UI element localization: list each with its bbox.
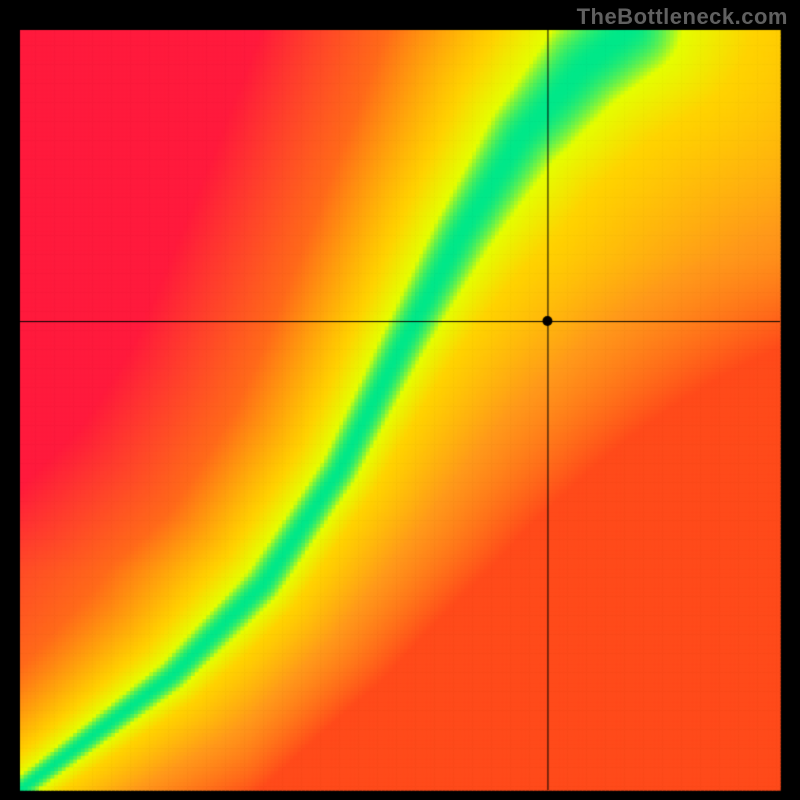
chart-container: TheBottleneck.com <box>0 0 800 800</box>
bottleneck-heatmap <box>0 0 800 800</box>
watermark-text: TheBottleneck.com <box>577 4 788 30</box>
